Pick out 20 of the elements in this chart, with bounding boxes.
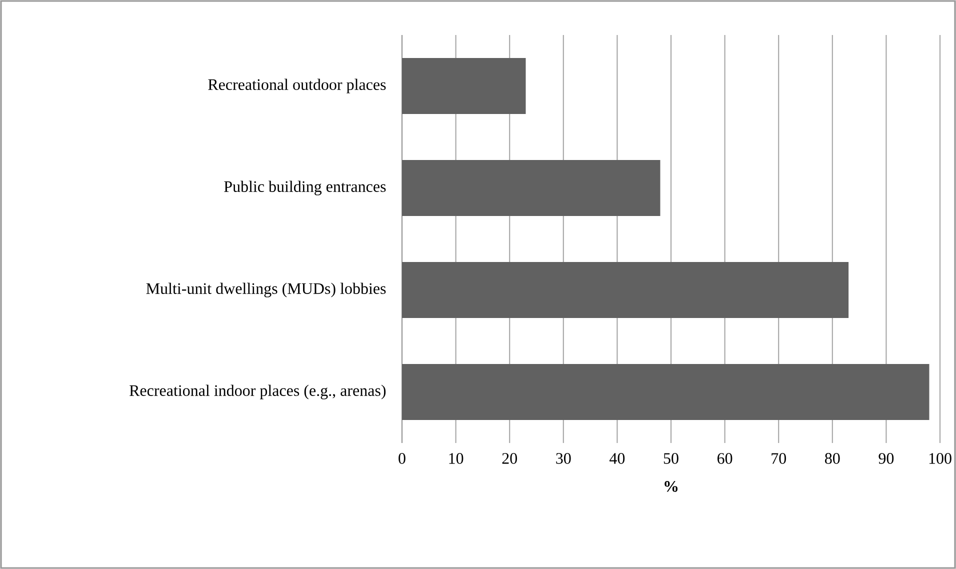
x-tick-label: 100 <box>929 453 952 464</box>
x-tick-label: 0 <box>398 453 406 464</box>
x-tick-label: 30 <box>556 453 571 464</box>
x-tick-label: 20 <box>502 453 517 464</box>
bar <box>402 58 526 114</box>
x-tick-label: 80 <box>825 453 840 464</box>
x-tick-label: 40 <box>610 453 625 464</box>
x-tick-label: 10 <box>449 453 464 464</box>
y-tick-label: Multi-unit dwellings (MUDs) lobbies <box>146 282 386 298</box>
y-tick-label: Recreational outdoor places <box>208 78 386 94</box>
bar <box>402 262 849 318</box>
x-tick-label: 60 <box>717 453 732 464</box>
x-tick-label: 50 <box>664 453 678 464</box>
x-axis-title: % <box>664 480 678 492</box>
bar <box>402 160 660 216</box>
y-tick-label: Public building entrances <box>224 180 386 196</box>
bar <box>402 364 930 420</box>
x-tick-label: 90 <box>878 453 894 464</box>
y-tick-label: Recreational indoor places (e.g., arenas) <box>130 384 386 400</box>
x-tick-label: 70 <box>772 453 786 464</box>
